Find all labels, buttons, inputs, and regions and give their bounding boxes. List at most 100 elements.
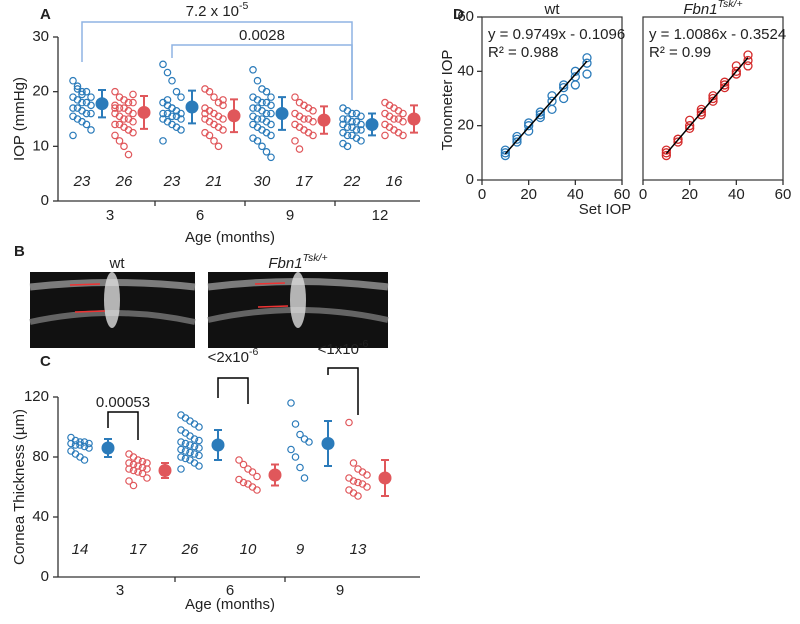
data-point — [685, 121, 695, 131]
data-dot — [300, 115, 308, 123]
y-tick-label: 20 — [457, 117, 474, 134]
data-dot — [115, 104, 124, 112]
mean-dot — [407, 112, 421, 126]
data-point — [582, 58, 592, 68]
y-tick-label: 0 — [41, 192, 49, 209]
mean-dot — [101, 441, 115, 455]
data-dot — [357, 112, 365, 121]
data-dot — [71, 441, 80, 449]
n-label: 26 — [115, 173, 133, 190]
equation: y = 1.0086x - 0.3524 — [649, 26, 786, 43]
data-dot — [219, 101, 227, 110]
reflection — [290, 272, 306, 328]
data-dot — [125, 465, 133, 473]
data-dot — [205, 87, 214, 96]
data-dot — [399, 109, 407, 118]
data-dot — [354, 492, 362, 500]
data-dot — [190, 442, 199, 451]
n-label: 14 — [72, 541, 89, 558]
data-dot — [354, 478, 362, 487]
data-dot — [300, 474, 309, 482]
data-point — [661, 148, 671, 158]
data-dot — [129, 466, 138, 475]
data-point — [512, 137, 522, 147]
data-dot — [258, 98, 266, 107]
data-dot — [181, 447, 190, 455]
data-dot — [253, 472, 261, 481]
data-dot — [381, 131, 389, 140]
data-dot — [219, 115, 227, 123]
data-point — [708, 93, 718, 104]
data-dot — [267, 120, 275, 129]
y-axis-label: IOP (mmHg) — [11, 77, 28, 161]
data-dot — [129, 128, 137, 137]
data-dot — [296, 430, 304, 439]
data-dot — [69, 104, 77, 112]
data-dot — [87, 109, 95, 118]
data-dot — [195, 444, 203, 452]
p-value-sup: -6 — [359, 338, 368, 350]
significance-bracket — [327, 367, 359, 415]
data-point — [673, 134, 683, 144]
p-value: <2x10-6 — [208, 346, 259, 366]
data-point — [559, 82, 569, 93]
data-dot — [287, 399, 295, 407]
subplot-title-main: wt — [544, 1, 561, 18]
data-dot — [296, 463, 304, 472]
data-dot — [129, 98, 137, 107]
data-point — [743, 55, 753, 66]
subplot-title: wt — [544, 1, 561, 18]
data-dot — [177, 126, 185, 134]
mean-dot — [365, 117, 379, 131]
data-point — [673, 137, 683, 147]
data-dot — [177, 93, 185, 101]
data-dot — [177, 115, 185, 123]
x-tick-label: 60 — [614, 186, 631, 203]
y-tick-label: 40 — [32, 508, 49, 525]
data-point — [720, 82, 730, 93]
data-dot — [210, 93, 218, 101]
y-axis-label: Cornea Thickness (µm) — [11, 409, 28, 565]
n-label: 16 — [386, 173, 403, 190]
x-tick-label: 3 — [116, 582, 124, 599]
x-tick-label: 3 — [106, 207, 114, 224]
data-dot — [309, 107, 317, 115]
data-dot — [115, 137, 124, 145]
x-tick-label: 0 — [639, 186, 647, 203]
marker — [74, 310, 106, 313]
data-point — [500, 148, 510, 158]
data-dot — [80, 456, 89, 464]
panel-letter: B — [14, 243, 25, 260]
mean-dot — [268, 468, 282, 482]
n-label: 17 — [296, 173, 313, 190]
p-value-main: <1x10 — [318, 341, 359, 358]
image-label-main: Fbn1 — [268, 255, 302, 272]
data-dot — [343, 142, 352, 151]
p-value-sup: -6 — [249, 346, 258, 358]
data-dot — [134, 468, 142, 476]
data-dot — [339, 115, 347, 123]
data-dot — [168, 112, 176, 121]
y-tick-label: 20 — [32, 83, 49, 100]
data-point — [547, 96, 557, 106]
data-dot — [186, 441, 194, 449]
data-dot — [125, 477, 133, 485]
data-dot — [168, 104, 176, 112]
data-dot — [111, 120, 119, 129]
mean-dot — [227, 109, 241, 123]
x-axis-label: Age (months) — [185, 596, 275, 613]
data-dot — [195, 462, 203, 470]
data-dot — [80, 442, 89, 451]
data-dot — [249, 104, 257, 112]
data-dot — [177, 453, 185, 461]
data-dot — [295, 145, 304, 153]
data-point — [661, 150, 671, 161]
data-dot — [309, 117, 317, 126]
data-dot — [348, 117, 356, 126]
p-value: <1x10-6 — [318, 338, 369, 358]
x-tick-label: 60 — [775, 186, 792, 203]
data-dot — [159, 109, 167, 118]
y-tick-label: 10 — [32, 137, 49, 154]
r-squared: R² = 0.99 — [649, 44, 711, 61]
